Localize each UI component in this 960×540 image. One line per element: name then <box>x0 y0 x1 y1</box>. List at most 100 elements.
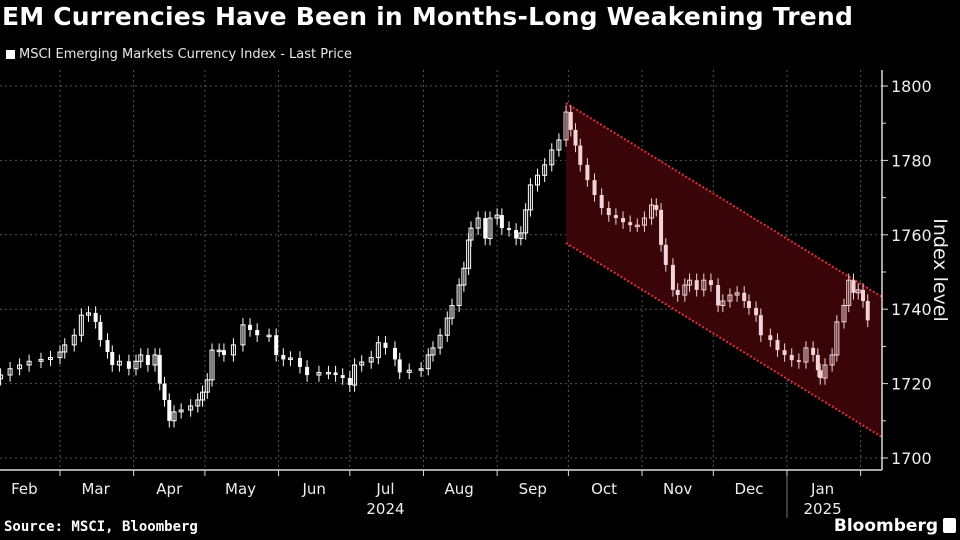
candle <box>240 318 246 352</box>
candle <box>200 385 206 407</box>
candle <box>383 335 388 355</box>
candle <box>768 328 773 347</box>
candle <box>340 368 345 385</box>
candle <box>851 273 856 300</box>
candle <box>782 343 787 362</box>
candle <box>846 273 852 313</box>
candle <box>266 328 272 342</box>
y-tick-label: 1800 <box>891 77 932 96</box>
candle-body-up <box>359 361 365 366</box>
candle <box>162 376 167 407</box>
candle <box>716 278 721 313</box>
x-tick-label: Feb <box>11 480 38 498</box>
candle <box>542 158 548 182</box>
candle <box>483 211 488 246</box>
candle <box>634 218 640 232</box>
candle-body-up <box>0 374 4 380</box>
candle <box>468 221 474 247</box>
candle-body-down <box>573 129 578 146</box>
candle <box>397 352 402 380</box>
candle <box>221 343 226 362</box>
candle <box>110 345 115 372</box>
candle-body-down <box>568 112 573 130</box>
candle <box>865 294 870 328</box>
candle <box>116 354 122 372</box>
candle <box>628 215 633 232</box>
candle <box>754 301 759 322</box>
candle <box>829 348 835 372</box>
source-note: Source: MSCI, Bloomberg <box>4 519 198 535</box>
candle <box>815 348 820 377</box>
candle-body-up <box>634 224 640 228</box>
candle <box>742 286 747 308</box>
x-tick-label: May <box>225 480 256 498</box>
candle-body-up <box>38 358 44 362</box>
candle <box>758 308 763 342</box>
candle-body-down <box>162 383 167 400</box>
candle-body-down <box>775 340 780 351</box>
candle <box>216 343 222 357</box>
candle-body-up <box>701 279 707 291</box>
y-tick-label: 1780 <box>891 151 932 170</box>
candle <box>359 355 365 372</box>
candle <box>514 223 519 246</box>
candle-body-down <box>670 264 675 290</box>
candle-body-down <box>340 375 345 379</box>
candle-body-up <box>368 357 374 363</box>
candle-body-down <box>659 209 664 245</box>
candle-body-down <box>145 354 150 365</box>
candle <box>0 368 4 386</box>
y-tick-label: 1720 <box>891 375 932 394</box>
candle-body-up <box>138 354 144 362</box>
candle-body-up <box>461 267 467 286</box>
candle-body-down <box>274 335 279 355</box>
candle <box>573 123 578 153</box>
candle <box>333 365 338 382</box>
candle <box>694 273 699 297</box>
candle-body-down <box>851 280 856 293</box>
candle-body-down <box>708 280 713 286</box>
candle-body-up <box>475 217 481 229</box>
candle <box>444 311 450 342</box>
y-tick-label: 1740 <box>891 300 932 319</box>
candle <box>654 198 659 217</box>
candle <box>803 341 809 369</box>
candle-body-up <box>62 344 68 353</box>
candle-body-down <box>347 378 352 386</box>
candle-body-up <box>829 354 835 366</box>
candle <box>701 273 707 297</box>
candle <box>255 323 260 342</box>
candle-body-up <box>444 317 450 336</box>
candle <box>499 208 504 235</box>
candle-body-up <box>535 174 541 186</box>
candle-body-up <box>188 405 194 411</box>
candle-body-down <box>167 399 172 421</box>
candle-body-down <box>675 289 680 296</box>
candle <box>775 333 780 357</box>
candle-body-up <box>406 369 412 373</box>
candle-body-up <box>325 371 331 375</box>
candle <box>563 105 569 147</box>
candle <box>347 371 352 392</box>
candle-body-up <box>57 351 63 359</box>
candle <box>556 133 562 157</box>
y-axis-label: Index level <box>929 218 951 322</box>
candle-body-down <box>815 354 820 371</box>
bloomberg-chart-icon <box>943 518 956 533</box>
candle <box>157 348 162 391</box>
candle-body-up <box>682 284 688 296</box>
x-tick-label: Mar <box>81 480 110 498</box>
candle-body-up <box>720 300 726 306</box>
candle-body-down <box>105 340 110 352</box>
candle-body-up <box>7 368 13 376</box>
candle <box>209 343 215 387</box>
candle-body-down <box>789 354 794 361</box>
candle-body-up <box>549 149 555 166</box>
candle-body-down <box>818 370 823 379</box>
candle <box>167 393 172 428</box>
candle <box>535 168 541 192</box>
candle-body-down <box>599 194 604 209</box>
candle-body-up <box>209 349 215 381</box>
candle <box>855 283 861 300</box>
trend-channel-fill <box>566 103 882 438</box>
